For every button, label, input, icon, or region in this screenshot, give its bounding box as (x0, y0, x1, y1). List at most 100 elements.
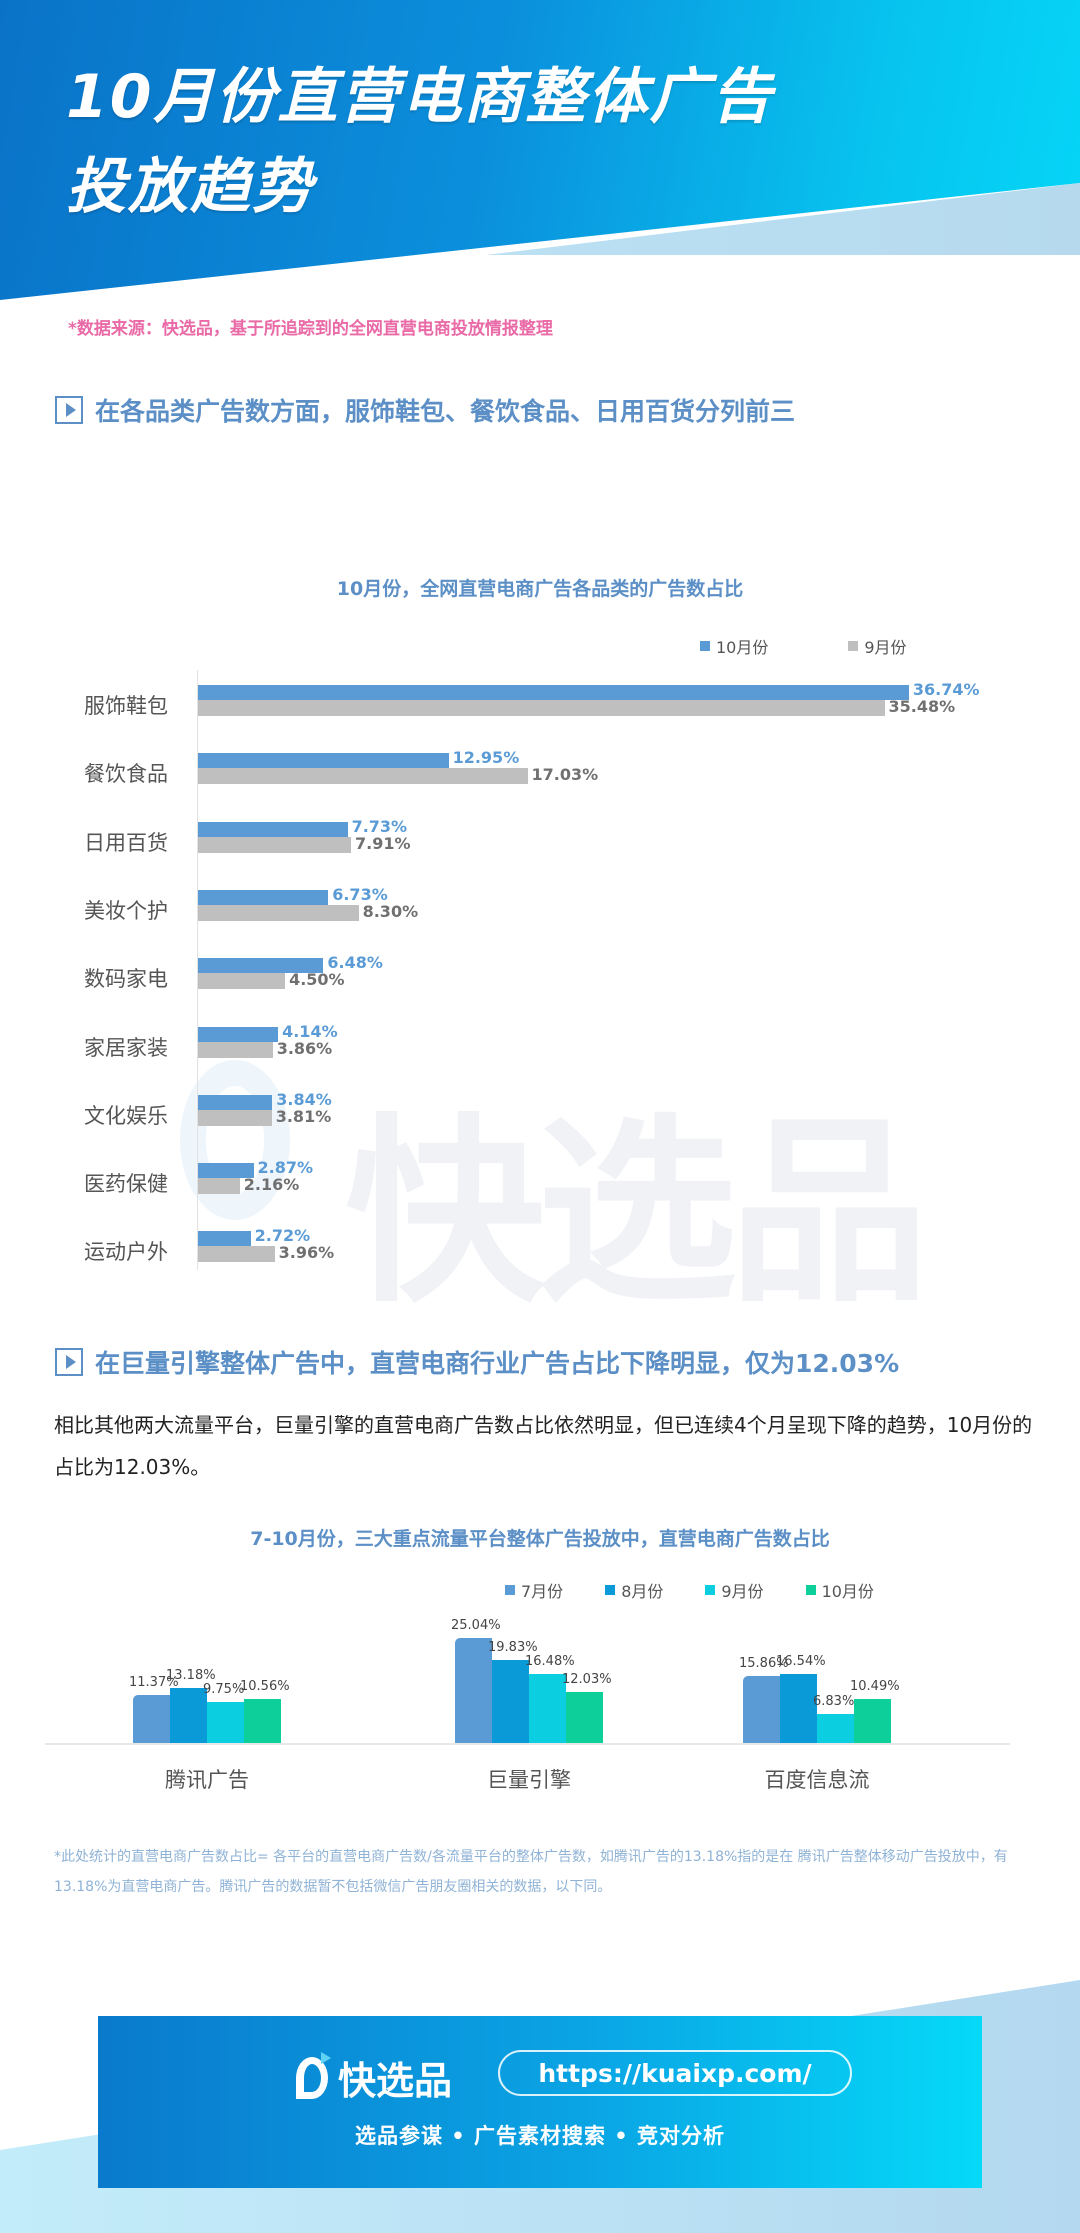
bar-10月份 (854, 1698, 891, 1743)
bar-oct (198, 1231, 251, 1247)
value-label: 25.04% (451, 1617, 501, 1633)
value-label-sep: 17.03% (531, 765, 599, 785)
bar-oct (198, 685, 909, 700)
value-label: 10.56% (240, 1678, 290, 1694)
value-label-oct: 7.73% (351, 816, 408, 836)
bar-oct (198, 1094, 273, 1110)
category-label: 餐饮食品 (84, 762, 168, 787)
bar-sep (198, 904, 359, 921)
value-label: 6.83% (813, 1694, 855, 1710)
category-label: 文化娱乐 (84, 1103, 168, 1128)
footer-logo: 快选品 (296, 2050, 452, 2105)
legend-swatch-oct (700, 641, 710, 651)
legend-label-aug: 8月份 (621, 1582, 664, 1601)
value-label: 15.86% (739, 1656, 789, 1672)
bar-10月份 (566, 1692, 603, 1743)
value-label-oct: 6.73% (332, 884, 388, 904)
value-label-oct: 2.87% (257, 1158, 314, 1178)
legend-item-sep: 9月份 (705, 1578, 764, 1602)
value-label-sep: 3.96% (278, 1243, 335, 1263)
footer-url-link[interactable]: https://kuaixp.com/ (498, 2050, 852, 2096)
bar-oct (198, 821, 348, 837)
chart-2-platform-bars: 11.37% 13.18% 9.75% 10.56% 腾讯广告 25.04% 19.83% 1… (0, 1500, 1080, 1820)
value-label-sep: 3.81% (275, 1106, 332, 1126)
value-label-oct: 4.14% (282, 1021, 338, 1041)
category-row: 服饰鞋包 36.74% 35.48% (0, 674, 1080, 734)
category-row: 医药保健 2.87% 2.16% (0, 1152, 1080, 1212)
header-banner: 10月份直营电商整体广告 投放趋势 (0, 0, 1080, 300)
chart-2-legend: 7月份 8月份 9月份 10月份 (505, 1578, 874, 1602)
bar-sep (198, 1178, 240, 1195)
bar-8月份 (492, 1659, 529, 1743)
category-row: 数码家电 6.48% 4.50% (0, 947, 1080, 1007)
chart-1-category-bars: 服饰鞋包 36.74% 35.48% 餐饮食品 12.95% 17.03% 日用百货 7.73… (0, 660, 1080, 1280)
bar-sep (198, 836, 352, 853)
value-label-sep: 3.86% (276, 1038, 333, 1058)
bar-sep (198, 1041, 273, 1058)
bar-sep (198, 700, 885, 716)
category-row: 餐饮食品 12.95% 17.03% (0, 742, 1080, 802)
legend-swatch-sep (848, 641, 859, 651)
legend-item-aug: 8月份 (605, 1578, 663, 1602)
category-label: 家居家装 (84, 1035, 168, 1060)
section-1-heading: 在各品类广告数方面，服饰鞋包、餐饮食品、日用百货分列前三 (55, 392, 795, 428)
bar-8月份 (170, 1687, 207, 1743)
value-label-oct: 6.48% (327, 953, 383, 973)
section-1-heading-text: 在各品类广告数方面，服饰鞋包、餐饮食品、日用百货分列前三 (95, 397, 796, 426)
value-label: 16.54% (776, 1653, 826, 1669)
platform-label: 百度信息流 (764, 1768, 870, 1792)
bar-7月份 (743, 1676, 780, 1743)
watermark-text: 快选品 (345, 1097, 929, 1330)
legend-item-jul: 7月份 (505, 1578, 563, 1602)
category-row: 日用百货 7.73% 7.91% (0, 811, 1080, 871)
bar-sep (198, 973, 286, 990)
legend-label-oct: 10月份 (716, 638, 769, 657)
bar-8月份 (780, 1673, 817, 1743)
chart-2-title: 7-10月份，三大重点流量平台整体广告投放中，直营电商广告数占比 (250, 1528, 830, 1550)
brand-logo-icon (296, 2051, 331, 2099)
legend-label-oct: 10月份 (821, 1582, 874, 1601)
bar-oct (198, 1163, 254, 1179)
legend-item-oct: 10月份 (700, 634, 768, 658)
legend-label-sep: 9月份 (721, 1582, 764, 1601)
footer-tagline: 选品参谋 • 广告素材搜索 • 竞对分析 (354, 2124, 726, 2148)
bar-9月份 (817, 1714, 854, 1743)
value-label: 13.18% (166, 1667, 216, 1683)
category-label: 运动户外 (84, 1240, 168, 1265)
category-row: 家居家装 4.14% 3.86% (0, 1016, 1080, 1076)
value-label: 10.49% (850, 1678, 900, 1694)
category-row: 美妆个护 6.73% 8.30% (0, 879, 1080, 939)
value-label: 16.48% (525, 1653, 575, 1669)
value-label-sep: 7.91% (355, 833, 411, 853)
bar-oct (198, 958, 324, 974)
legend-swatch-oct (805, 1585, 816, 1595)
bar-sep (198, 1109, 272, 1126)
value-label-oct: 2.72% (254, 1226, 311, 1246)
footnote: *此处统计的直营电商广告数占比= 各平台的直营电商广告数/各流量平台的整体广告数… (54, 1849, 1008, 1895)
value-label: 12.03% (562, 1672, 612, 1688)
category-label: 美妆个护 (84, 898, 168, 923)
category-label: 服饰鞋包 (84, 694, 168, 718)
bar-9月份 (207, 1702, 244, 1743)
platform-label: 巨量引擎 (487, 1768, 571, 1792)
bar-7月份 (133, 1695, 170, 1743)
value-label-sep: 35.48% (888, 697, 956, 716)
category-row: 文化娱乐 3.84% 3.81% (0, 1084, 1080, 1144)
bar-sep (198, 768, 528, 785)
bar-oct (198, 1026, 279, 1042)
section-2-heading-text: 在巨量引擎整体广告中，直营电商行业广告占比下降明显，仅为12.03% (95, 1349, 900, 1378)
value-label-oct: 36.74% (912, 680, 980, 699)
bar-sep (198, 1246, 275, 1263)
value-label: 19.83% (488, 1639, 538, 1655)
footer-brand-name: 快选品 (338, 2059, 453, 2103)
category-row: 运动户外 2.72% 3.96% (0, 1220, 1080, 1280)
chart-2-baseline (45, 1743, 1010, 1745)
legend-swatch-aug (605, 1585, 616, 1595)
title-line-1: 10月份直营电商整体广告 (66, 62, 774, 132)
legend-swatch-sep (705, 1585, 716, 1595)
play-icon (55, 1348, 83, 1376)
category-label: 医药保健 (84, 1172, 168, 1197)
value-label: 11.37% (129, 1675, 179, 1691)
category-label: 日用百货 (84, 830, 168, 855)
bar-oct (198, 753, 449, 769)
